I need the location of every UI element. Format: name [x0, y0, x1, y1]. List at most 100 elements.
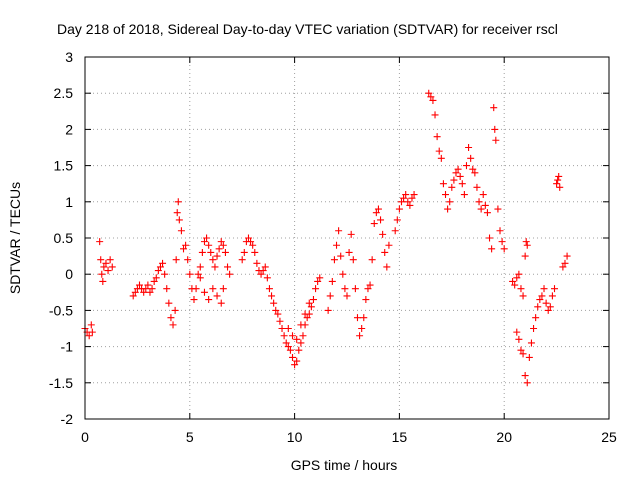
data-point	[333, 241, 341, 249]
data-point	[546, 303, 554, 311]
data-point	[402, 191, 410, 199]
data-point	[180, 245, 188, 253]
data-point	[297, 321, 305, 329]
data-point	[553, 180, 561, 188]
data-point	[494, 205, 502, 213]
x-tick-label: 25	[601, 429, 617, 445]
data-point	[410, 191, 418, 199]
y-axis-label: SDTVAR / TECUs	[7, 182, 23, 294]
data-point	[452, 169, 460, 177]
data-point	[270, 299, 278, 307]
y-tick-label: 1.5	[54, 158, 74, 174]
data-point	[167, 314, 175, 322]
data-point	[293, 357, 301, 365]
data-point	[172, 256, 180, 264]
data-point	[351, 285, 359, 293]
data-point	[477, 205, 485, 213]
data-point	[540, 285, 548, 293]
data-point	[442, 191, 450, 199]
data-point	[500, 245, 508, 253]
data-point	[353, 314, 361, 322]
x-axis-label: GPS time / hours	[291, 457, 398, 473]
data-point	[381, 248, 389, 256]
data-point	[142, 285, 150, 293]
data-point	[184, 256, 192, 264]
data-point	[491, 125, 499, 133]
data-point	[226, 270, 234, 278]
data-point	[99, 277, 107, 285]
data-point	[305, 299, 313, 307]
data-point	[427, 93, 435, 101]
data-point	[335, 227, 343, 235]
data-point	[97, 256, 105, 264]
data-point	[299, 332, 307, 340]
data-point	[358, 325, 366, 332]
data-point	[458, 180, 466, 188]
data-point	[182, 241, 190, 249]
data-point	[542, 299, 550, 307]
data-point	[372, 209, 380, 217]
data-point	[135, 281, 143, 289]
data-point	[150, 277, 158, 285]
data-point	[326, 292, 334, 300]
data-point	[556, 183, 564, 191]
data-point	[488, 245, 496, 253]
data-point	[200, 288, 208, 296]
data-point	[240, 248, 248, 256]
data-point	[309, 296, 317, 304]
data-point	[544, 306, 552, 314]
data-point	[152, 274, 160, 282]
data-point	[534, 303, 542, 311]
data-point	[435, 147, 443, 155]
data-point	[479, 191, 487, 199]
data-point	[523, 241, 531, 249]
data-point	[244, 234, 252, 242]
data-point	[406, 201, 414, 209]
data-point	[400, 194, 408, 202]
data-point	[192, 285, 200, 293]
data-point	[521, 252, 529, 260]
data-point	[159, 259, 167, 267]
data-point	[517, 346, 525, 354]
data-point	[213, 252, 221, 260]
data-point	[276, 317, 284, 325]
data-point	[385, 241, 393, 249]
data-point	[88, 328, 96, 336]
y-tick-label: -2	[61, 411, 74, 427]
data-point	[301, 310, 309, 318]
x-tick-label: 20	[496, 429, 512, 445]
data-point	[221, 248, 229, 256]
data-point	[148, 285, 156, 293]
data-point	[513, 274, 521, 282]
data-point	[337, 252, 345, 260]
data-point	[347, 230, 355, 238]
data-point	[425, 89, 433, 97]
data-point	[286, 346, 294, 354]
data-point	[362, 296, 370, 304]
data-point	[213, 292, 221, 300]
y-tick-label: -1	[61, 339, 74, 355]
data-point	[190, 296, 198, 304]
data-point	[448, 183, 456, 191]
data-point	[559, 263, 567, 271]
data-point	[446, 198, 454, 206]
data-point	[460, 191, 468, 199]
data-point	[209, 256, 217, 264]
data-point	[282, 339, 290, 347]
data-point	[219, 241, 227, 249]
data-point	[203, 234, 211, 242]
data-point	[349, 256, 357, 264]
data-point	[437, 154, 445, 162]
data-point	[513, 328, 521, 336]
data-point	[219, 285, 227, 293]
data-point	[492, 136, 500, 144]
data-point	[140, 288, 148, 296]
y-tick-label: -1.5	[49, 375, 73, 391]
data-point	[465, 144, 473, 151]
data-point	[280, 332, 288, 340]
data-point	[433, 133, 441, 141]
data-point	[303, 314, 311, 322]
data-point	[519, 292, 527, 300]
